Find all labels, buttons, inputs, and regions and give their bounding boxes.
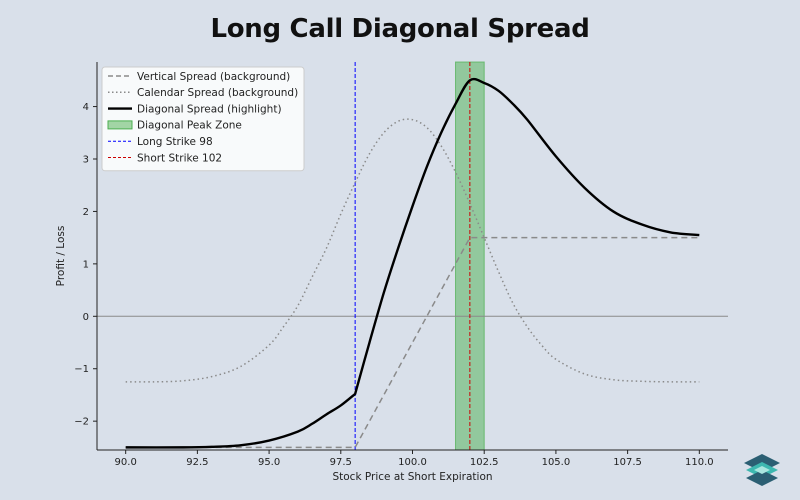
x-tick-label: 90.0 xyxy=(115,457,137,468)
series-line-1 xyxy=(125,118,700,383)
y-tick-label: 3 xyxy=(83,155,89,166)
x-tick-label: 95.0 xyxy=(258,457,280,468)
x-tick-label: 110.0 xyxy=(685,457,714,468)
series-line-0 xyxy=(125,236,700,449)
y-tick-label: 1 xyxy=(83,259,89,270)
legend-label: Calendar Spread (background) xyxy=(137,87,298,99)
plot-area xyxy=(97,61,728,451)
y-axis-label: Profit / Loss xyxy=(55,226,67,287)
x-tick-label: 100.0 xyxy=(398,457,427,468)
y-tick-label: −1 xyxy=(74,364,89,375)
y-tick-label: 0 xyxy=(83,312,89,323)
legend-label: Diagonal Peak Zone xyxy=(137,120,242,132)
legend-label: Short Strike 102 xyxy=(137,152,222,164)
x-tick-label: 102.5 xyxy=(470,457,499,468)
legend: Vertical Spread (background) Calendar Spr… xyxy=(101,66,305,172)
legend-swatch xyxy=(107,120,133,130)
y-tick-label: −2 xyxy=(74,417,89,428)
x-tick-label: 97.5 xyxy=(330,457,352,468)
series-line-2 xyxy=(125,77,700,449)
axes: 90.0 92.5 95.0 97.5 100.0 102.5 105.0 107.5 110.… xyxy=(74,62,728,468)
x-axis-label: Stock Price at Short Expiration xyxy=(332,471,492,483)
x-tick-label: 105.0 xyxy=(542,457,571,468)
brand-logo xyxy=(744,454,780,486)
y-tick-label: 2 xyxy=(83,207,89,218)
legend-label: Diagonal Spread (highlight) xyxy=(137,103,282,115)
x-tick-label: 92.5 xyxy=(186,457,208,468)
y-tick-label: 4 xyxy=(83,102,89,113)
legend-label: Long Strike 98 xyxy=(137,136,213,148)
x-tick-label: 107.5 xyxy=(613,457,642,468)
legend-box xyxy=(101,66,305,172)
chart-title: Long Call Diagonal Spread xyxy=(210,14,590,44)
legend-label: Vertical Spread (background) xyxy=(137,71,290,83)
